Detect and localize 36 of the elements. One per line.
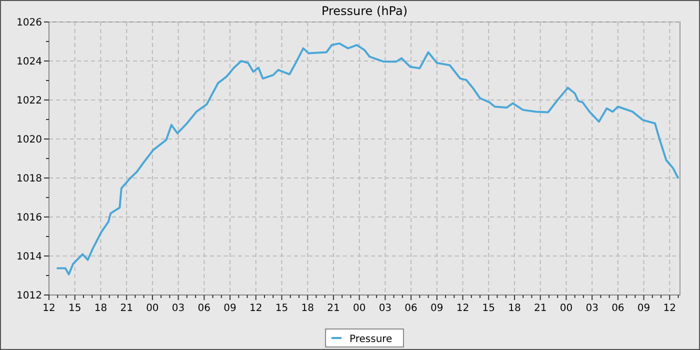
- x-tick-label: 15: [482, 303, 495, 314]
- y-tick-label: 1016: [16, 212, 42, 224]
- chart-title: Pressure (hPa): [321, 4, 408, 18]
- x-tick-label: 03: [378, 303, 392, 314]
- x-tick-label: 00: [352, 303, 366, 314]
- x-tick-label: 12: [42, 303, 56, 314]
- x-tick-label: 00: [146, 303, 159, 314]
- line-series: [56, 42, 680, 276]
- x-tick-label: 15: [275, 303, 288, 314]
- y-tick-label: 1018: [16, 174, 42, 184]
- x-tick-label: 09: [224, 303, 236, 314]
- x-tick-label: 18: [301, 303, 314, 314]
- x-tick-label: 09: [430, 303, 444, 314]
- legend-label: Pressure: [350, 334, 392, 345]
- x-tick-label: 03: [172, 303, 185, 314]
- x-tick-label: 09: [637, 303, 650, 314]
- x-tick-label: 21: [534, 303, 547, 314]
- x-tick-label: 18: [508, 303, 521, 314]
- y-tick-label: 1024: [16, 56, 42, 68]
- x-tick-label: 12: [663, 303, 676, 314]
- y-tick-label: 1020: [16, 134, 42, 146]
- x-tick-label: 15: [68, 303, 82, 314]
- x-tick-label: 03: [586, 303, 598, 314]
- x-tick-label: 00: [560, 303, 573, 314]
- x-tick-label: 06: [404, 303, 418, 314]
- y-tick-label: 1012: [16, 290, 42, 302]
- x-tick-label: 06: [612, 303, 624, 314]
- x-tick-label: 21: [327, 303, 340, 314]
- x-tick-label: 21: [120, 303, 133, 314]
- x-tick-label: 06: [198, 303, 211, 314]
- x-tick-label: 18: [94, 303, 108, 314]
- y-tick-label: 1026: [16, 18, 42, 28]
- x-tick-label: 12: [250, 303, 262, 314]
- x-tick-label: 12: [456, 303, 470, 314]
- y-tick-label: 1022: [16, 96, 42, 106]
- y-tick-label: 1014: [16, 252, 42, 262]
